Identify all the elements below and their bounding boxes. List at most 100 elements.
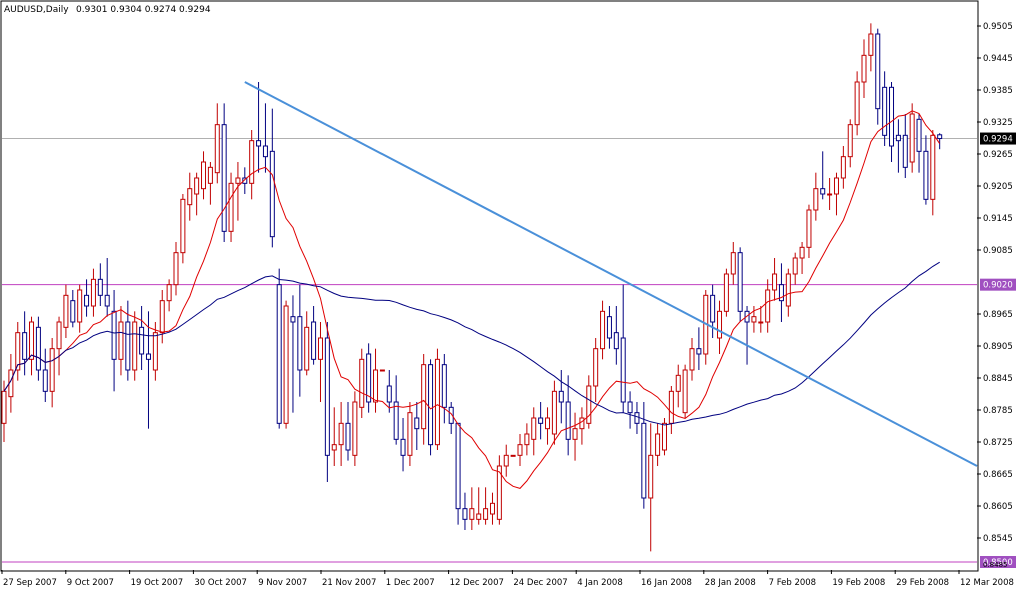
candle: [606, 306, 612, 349]
candle: [545, 407, 551, 445]
candle: [407, 402, 413, 466]
candle: [806, 204, 812, 258]
candle-body: [63, 294, 69, 328]
candle: [249, 130, 255, 200]
candle-body: [345, 422, 351, 451]
candle-body: [338, 422, 344, 446]
candle-body: [833, 177, 839, 195]
trendline: [244, 81, 978, 467]
candle: [49, 338, 55, 408]
candle-body: [889, 86, 895, 147]
x-tick-label: 12 Mar 2008: [960, 578, 1014, 588]
candle-body: [758, 321, 764, 324]
candle-body: [462, 508, 468, 520]
candle: [538, 402, 544, 440]
candle-body: [483, 508, 489, 520]
candle: [421, 354, 427, 445]
current-price-label-bg: [980, 132, 1016, 145]
moving-average-slow: [3, 261, 940, 426]
candle: [214, 103, 220, 184]
x-tick-label: 24 Dec 2007: [513, 578, 567, 588]
candle-body: [366, 353, 372, 403]
candle: [531, 407, 537, 456]
candle: [785, 268, 791, 317]
candle: [262, 103, 268, 173]
y-edge-label: 0.8485: [983, 561, 1008, 569]
candle: [139, 306, 145, 370]
x-tick-label: 9 Nov 2007: [258, 578, 307, 588]
plot-frame: [0, 0, 979, 572]
candle: [572, 412, 578, 461]
candle: [503, 444, 509, 477]
candle: [180, 194, 186, 264]
candle-body: [682, 369, 688, 414]
candle: [895, 119, 901, 173]
candle-body: [379, 369, 385, 372]
candle: [166, 279, 172, 312]
candle-body: [820, 188, 826, 195]
candle: [345, 402, 351, 461]
x-tick-label: 19 Oct 2007: [131, 578, 184, 588]
candle-body: [49, 348, 55, 392]
candle-body: [847, 124, 853, 158]
candle: [434, 348, 440, 450]
candle-body: [717, 310, 723, 339]
candle: [792, 252, 798, 285]
candle: [235, 162, 241, 221]
candle: [393, 375, 399, 445]
candle-body: [283, 305, 289, 424]
candle: [187, 172, 193, 221]
candle: [173, 242, 179, 296]
candle: [847, 119, 853, 168]
candle: [868, 23, 874, 72]
candle: [813, 172, 819, 221]
candle-body: [145, 353, 151, 360]
candle-body: [765, 289, 771, 323]
candle-body: [311, 321, 317, 360]
candle-body: [56, 321, 62, 350]
candle-body: [77, 289, 83, 323]
candle-body: [655, 433, 661, 456]
candle: [517, 434, 523, 466]
candle: [311, 306, 317, 365]
x-tick-label: 30 Oct 2007: [194, 578, 247, 588]
candle: [600, 300, 606, 360]
x-tick-label: 29 Feb 2008: [896, 578, 949, 588]
candle-body: [689, 348, 695, 371]
y-tick-label: 0.8545: [983, 534, 1013, 544]
candle: [132, 311, 138, 381]
symbol-label: AUDUSD,Daily: [4, 5, 69, 15]
candle-body: [923, 150, 929, 200]
candle: [359, 348, 365, 418]
candle: [304, 311, 310, 376]
candle-body: [22, 332, 28, 360]
y-tick-label: 0.9385: [983, 86, 1013, 96]
level-lower-label: 0.8500: [983, 558, 1013, 568]
candle: [63, 284, 69, 338]
candle-body: [840, 156, 846, 179]
candle-body: [737, 252, 743, 312]
candle-body: [854, 81, 860, 126]
candle-body: [930, 134, 936, 200]
candle: [15, 322, 21, 381]
candle: [386, 370, 392, 413]
candle-body: [517, 444, 523, 456]
candle-body: [352, 401, 358, 456]
candle-body: [806, 209, 812, 248]
candle: [379, 369, 385, 372]
candle-body: [875, 33, 881, 110]
candle-body: [1, 390, 7, 424]
candle: [930, 130, 936, 216]
candle-body: [262, 145, 268, 158]
y-tick-label: 0.9145: [983, 214, 1013, 224]
candle-body: [228, 182, 234, 232]
candle: [861, 39, 867, 98]
candle-body: [489, 502, 495, 515]
y-tick-label: 0.8665: [983, 470, 1013, 480]
candle: [483, 487, 489, 525]
candle: [400, 418, 406, 472]
y-tick-label: 0.9205: [983, 182, 1013, 192]
candle-body: [201, 161, 207, 190]
